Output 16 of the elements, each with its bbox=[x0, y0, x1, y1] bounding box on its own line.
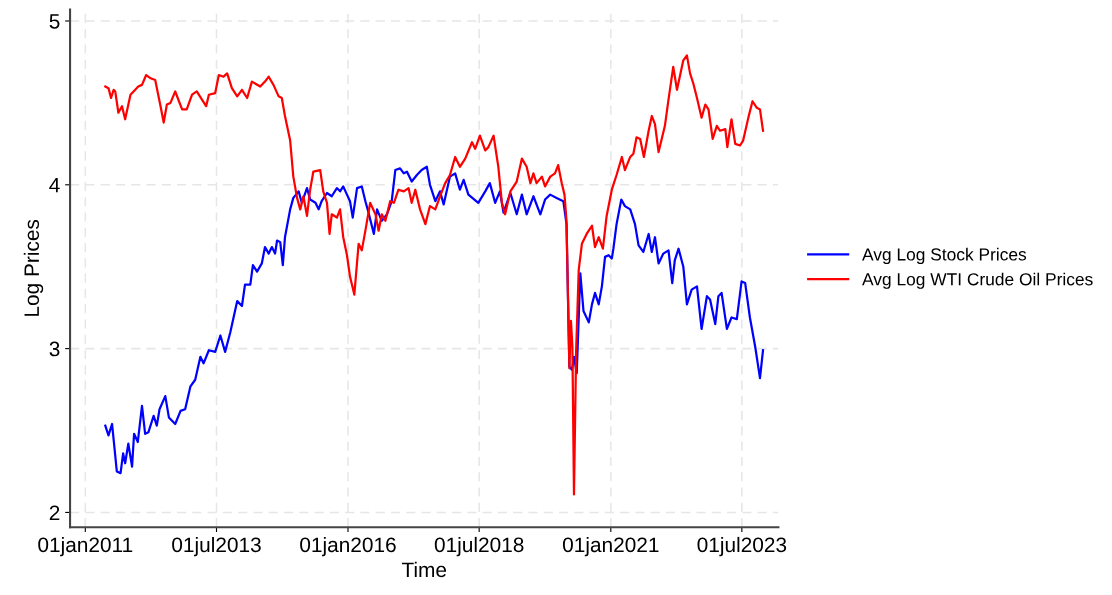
y-tick-label: 4 bbox=[49, 178, 60, 193]
line-series bbox=[104, 165, 765, 475]
x-axis-title: Time bbox=[401, 561, 447, 578]
legend-label: Avg Log Stock Prices bbox=[862, 247, 1027, 264]
y-tick-label: 5 bbox=[49, 14, 60, 29]
x-tick-label: 01jul2018 bbox=[434, 536, 524, 557]
x-tick-label: 01jan2011 bbox=[38, 536, 133, 557]
y-tick-label: 3 bbox=[49, 341, 60, 357]
x-tick-label: 01jan2016 bbox=[300, 536, 396, 557]
x-tick-label: 01jul2023 bbox=[697, 536, 787, 557]
x-tick-label: 01jan2021 bbox=[562, 536, 659, 557]
y-tick-label: 2 bbox=[49, 505, 60, 520]
legend-label: Avg Log WTI Crude Oil Prices bbox=[862, 272, 1093, 289]
x-tick-label: 01jul2013 bbox=[172, 536, 261, 557]
y-axis-title: Log Prices bbox=[23, 219, 44, 316]
line-series bbox=[104, 54, 765, 496]
